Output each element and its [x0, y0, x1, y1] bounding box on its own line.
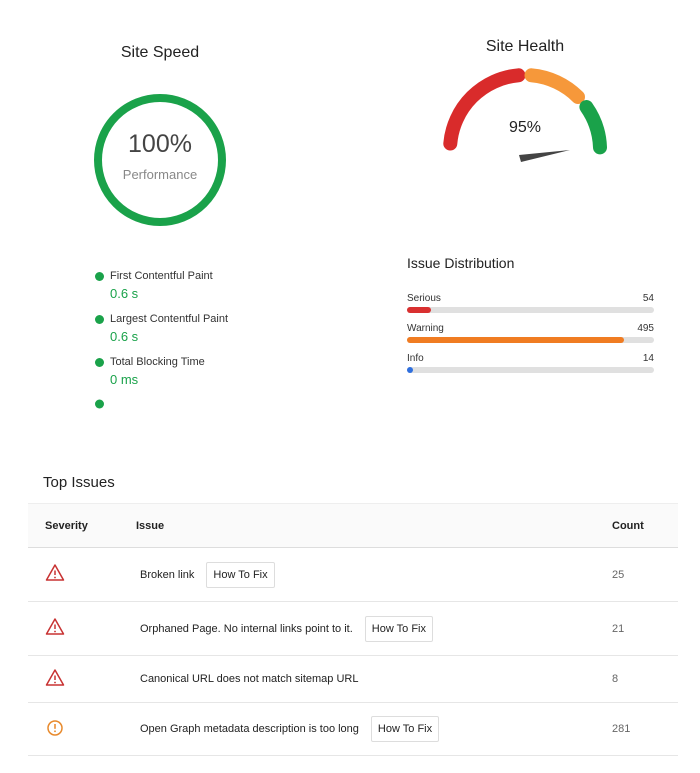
metric-label: First Contentful Paint: [110, 270, 213, 282]
metric-label: Total Blocking Time: [110, 356, 205, 368]
site-health-title: Site Health: [485, 38, 565, 55]
table-header: Severity Issue Count: [28, 503, 678, 548]
score-ring: [94, 94, 226, 226]
metric-dot: [95, 272, 104, 281]
site-speed-title: Site Speed: [120, 44, 200, 61]
metric-value: 0 ms: [110, 372, 139, 387]
issue-cell: Canonical URL does not match sitemap URL: [136, 673, 612, 685]
issue-count: 25: [612, 568, 625, 581]
column-header: Count: [612, 519, 644, 532]
gauge-green: [579, 100, 607, 155]
metric-value: 0.6 s: [110, 286, 139, 301]
severity-icon: [45, 668, 65, 686]
metric-dot: [95, 358, 104, 367]
issue-text: Orphaned Page. No internal links point t…: [140, 622, 353, 635]
table-row: Broken link How To Fix 25: [28, 548, 678, 602]
distribution-count: 54: [642, 293, 654, 304]
speed-score: 100%: [128, 130, 192, 158]
how-to-fix-button[interactable]: How To Fix: [364, 615, 433, 642]
top-issues-title: Top Issues: [43, 474, 115, 491]
distribution-label: Serious: [407, 293, 441, 304]
how-to-fix-button[interactable]: How To Fix: [206, 561, 275, 588]
table-row: Canonical URL does not match sitemap URL…: [28, 656, 678, 703]
issue-cell: Open Graph metadata description is too l…: [136, 716, 612, 742]
distribution-track: [407, 367, 654, 373]
distribution-label: Warning: [407, 323, 444, 334]
severity-cell: [28, 668, 136, 691]
issues-table: Severity Issue Count Broken link How To F…: [28, 503, 678, 756]
severity-cell: [28, 617, 136, 640]
severity-icon: [45, 618, 65, 635]
distribution-count: 14: [642, 353, 654, 364]
issue-text: Canonical URL does not match sitemap URL: [140, 673, 359, 685]
table-row: Open Graph metadata description is too l…: [28, 703, 678, 756]
distribution-track: [407, 337, 654, 343]
issue-text: Broken link: [140, 568, 195, 581]
distribution-label: Info: [407, 353, 424, 364]
severity-cell: [28, 563, 136, 586]
issue-text: Open Graph metadata description is too l…: [140, 723, 359, 735]
issue-count: 8: [612, 673, 619, 685]
metric-dot-cut: [95, 399, 104, 409]
severity-icon: [47, 719, 63, 736]
severity-cell: [28, 718, 136, 741]
metric-value: 0.6 s: [110, 329, 139, 344]
issue-count: 281: [612, 723, 631, 735]
table-row: Orphaned Page. No internal links point t…: [28, 602, 678, 656]
distribution-title: Issue Distribution: [407, 255, 515, 271]
distribution-bar: [407, 307, 431, 313]
column-header: Severity: [45, 519, 88, 532]
distribution-count: 495: [637, 323, 654, 334]
distribution-bar: [407, 367, 414, 373]
severity-icon: [45, 564, 65, 581]
speed-score-label: Performance: [123, 167, 197, 182]
column-header: Issue: [136, 519, 165, 532]
issue-cell: Orphaned Page. No internal links point t…: [136, 615, 612, 642]
graphics: 100% Performance 95%: [94, 68, 607, 409]
distribution-track: [407, 307, 654, 313]
metric-dot: [95, 315, 104, 324]
gauge-orange: [524, 68, 585, 104]
gauge-needle: [519, 150, 570, 162]
gauge-red: [443, 68, 526, 151]
distribution-bar: [407, 337, 625, 343]
issue-count: 21: [612, 622, 625, 635]
health-score: 95%: [509, 119, 541, 136]
how-to-fix-button[interactable]: How To Fix: [370, 716, 440, 742]
metric-label: Largest Contentful Paint: [110, 313, 229, 325]
issue-cell: Broken link How To Fix: [136, 561, 612, 588]
